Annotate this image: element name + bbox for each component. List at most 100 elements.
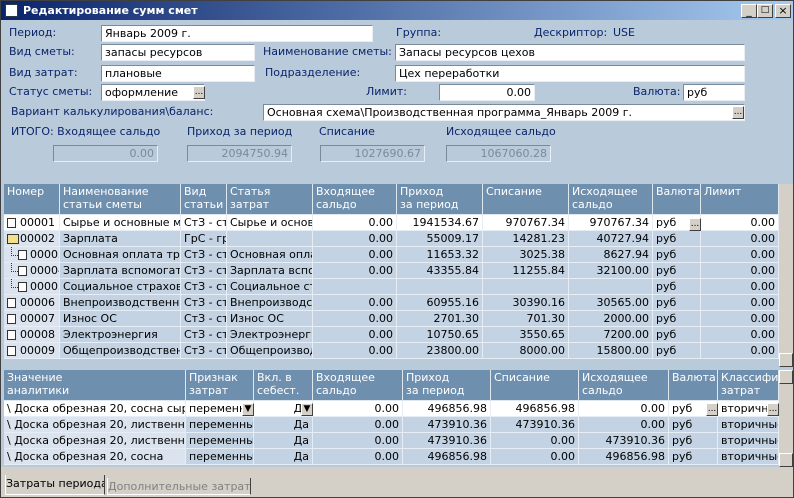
column-header[interactable]: Значение аналитики <box>4 370 186 401</box>
text-input[interactable]: руб <box>683 84 745 101</box>
grid-cell[interactable]: Электроэнергия <box>227 327 313 343</box>
text-input[interactable]: Январь 2009 г. <box>101 25 373 42</box>
grid-cell[interactable]: 0.00 <box>313 401 403 417</box>
grid-cell[interactable]: ГрС - гру <box>181 231 227 247</box>
grid-cell[interactable]: 473910.36 <box>491 417 579 433</box>
grid-cell[interactable]: Сырье и основные мат <box>60 215 181 231</box>
grid-cell[interactable]: 0.00 <box>313 231 397 247</box>
grid-cell[interactable]: 00009 <box>4 343 60 359</box>
grid-cell[interactable]: 0.00 <box>701 311 779 327</box>
grid-cell[interactable]: вторичные <box>718 417 779 433</box>
text-input[interactable]: Цех переработки <box>395 65 745 82</box>
grid-cell[interactable]: 0.00 <box>701 215 779 231</box>
ellipsis-button[interactable]: ... <box>767 403 779 416</box>
grid-cell[interactable]: Зарплата <box>60 231 181 247</box>
grid-cell[interactable]: Износ ОС <box>60 311 181 327</box>
grid-cell[interactable]: переменные <box>186 417 254 433</box>
grid-cell[interactable]: 0.00 <box>313 417 403 433</box>
column-header[interactable]: Вид статьи с <box>181 184 227 215</box>
grid-cell[interactable]: \ Доска обрезная 20, сосна сыре <box>4 401 186 417</box>
grid-cell[interactable]: 00008 <box>4 327 60 343</box>
grid-cell[interactable]: вторичн <box>718 401 779 417</box>
grid-cell[interactable]: 0.00 <box>701 279 779 295</box>
grid-cell[interactable]: руб <box>653 295 701 311</box>
grid-cell[interactable]: 8627.94 <box>569 247 653 263</box>
text-input[interactable]: запасы ресурсов <box>101 44 255 61</box>
grid-cell[interactable]: \ Доска обрезная 20, сосна <box>4 449 186 465</box>
ellipsis-button[interactable]: ... <box>193 86 205 99</box>
grid-cell[interactable]: \ Доска обрезная 20, лиственница <box>4 433 186 449</box>
grid-cell[interactable]: 40727.94 <box>569 231 653 247</box>
column-header[interactable]: Приход за период <box>403 370 491 401</box>
grid-cell[interactable]: 0.00 <box>701 343 779 359</box>
grid-cell[interactable]: 23800.00 <box>397 343 483 359</box>
grid-cell[interactable]: руб <box>669 417 718 433</box>
grid-cell[interactable]: Да <box>254 449 313 465</box>
grid-cell[interactable] <box>483 279 569 295</box>
column-header[interactable]: Наименование статьи сметы <box>60 184 181 215</box>
grid-cell[interactable]: 0.00 <box>701 263 779 279</box>
grid-cell[interactable]: 10750.65 <box>397 327 483 343</box>
grid-cell[interactable]: 0.00 <box>313 247 397 263</box>
grid-cell[interactable]: 30390.16 <box>483 295 569 311</box>
grid-cell[interactable]: 11255.84 <box>483 263 569 279</box>
grid-cell[interactable]: 970767.34 <box>483 215 569 231</box>
column-header[interactable]: Валюта <box>669 370 718 401</box>
grid-cell[interactable] <box>397 279 483 295</box>
grid-cell[interactable]: 00001 <box>4 215 60 231</box>
grid-cell[interactable]: 0.00 <box>579 417 669 433</box>
column-header[interactable]: Списание <box>483 184 569 215</box>
scroll-button[interactable] <box>779 370 793 384</box>
grid-cell[interactable]: Общепроизводственны <box>60 343 181 359</box>
grid-cell[interactable]: 473910.36 <box>403 433 491 449</box>
column-header[interactable]: Номер <box>4 184 60 215</box>
grid-cell[interactable]: руб <box>669 449 718 465</box>
grid-cell[interactable] <box>227 231 313 247</box>
column-header[interactable]: Входящее сальдо <box>313 370 403 401</box>
grid-cell[interactable]: переменные <box>186 401 254 417</box>
grid-cell[interactable]: СтЗ - ст <box>181 327 227 343</box>
scroll-button[interactable] <box>779 353 793 367</box>
grid-cell[interactable]: руб <box>653 343 701 359</box>
vertical-scrollbar[interactable] <box>779 370 793 467</box>
maximize-button[interactable]: □ <box>757 4 773 18</box>
grid-cell[interactable]: переменные <box>186 433 254 449</box>
grid-cell[interactable]: 0.00 <box>313 433 403 449</box>
grid-cell[interactable]: руб <box>669 401 718 417</box>
grid-cell[interactable]: Износ ОС <box>227 311 313 327</box>
grid-cell[interactable]: руб <box>653 247 701 263</box>
grid-cell[interactable]: 43355.84 <box>397 263 483 279</box>
grid-cell[interactable]: Электроэнергия <box>60 327 181 343</box>
grid-cell[interactable]: 1941534.67 <box>397 215 483 231</box>
grid-cell[interactable]: Внепроизводственные <box>60 295 181 311</box>
grid-cell[interactable]: Основная оплат <box>227 247 313 263</box>
column-header[interactable]: Приход за период <box>397 184 483 215</box>
grid-cell[interactable]: Да <box>254 433 313 449</box>
grid-cell[interactable]: СтЗ - ст <box>181 263 227 279</box>
grid-cell[interactable]: Основная оплата труд <box>60 247 181 263</box>
grid-cell[interactable]: 0.00 <box>313 295 397 311</box>
grid-cell[interactable]: 0.00 <box>701 231 779 247</box>
vertical-scrollbar[interactable] <box>779 184 793 367</box>
ellipsis-button[interactable]: ... <box>706 403 718 416</box>
grid-cell[interactable]: Сырье и основн <box>227 215 313 231</box>
column-header[interactable]: Статья затрат <box>227 184 313 215</box>
grid-cell[interactable]: 496856.98 <box>491 401 579 417</box>
grid-cell[interactable]: 55009.17 <box>397 231 483 247</box>
tab[interactable]: Затраты периода <box>5 475 105 495</box>
grid-cell[interactable]: руб <box>669 433 718 449</box>
close-button[interactable]: × <box>775 4 791 18</box>
grid-cell[interactable]: 496856.98 <box>403 401 491 417</box>
grid-cell[interactable]: \ Доска обрезная 20, лиственница <box>4 417 186 433</box>
dropdown-button[interactable]: ▼ <box>301 403 313 416</box>
column-header[interactable]: Входящее сальдо <box>313 184 397 215</box>
grid-cell[interactable]: 970767.34 <box>569 215 653 231</box>
minimize-button[interactable]: _ <box>741 4 757 18</box>
grid-cell[interactable] <box>313 279 397 295</box>
grid-cell[interactable]: 7200.00 <box>569 327 653 343</box>
text-input[interactable]: плановые <box>101 65 255 82</box>
grid-cell[interactable]: руб <box>653 231 701 247</box>
grid-cell[interactable]: 0.00 <box>701 295 779 311</box>
dropdown-button[interactable]: ▼ <box>242 403 254 416</box>
text-input[interactable]: 0.00 <box>439 84 535 101</box>
